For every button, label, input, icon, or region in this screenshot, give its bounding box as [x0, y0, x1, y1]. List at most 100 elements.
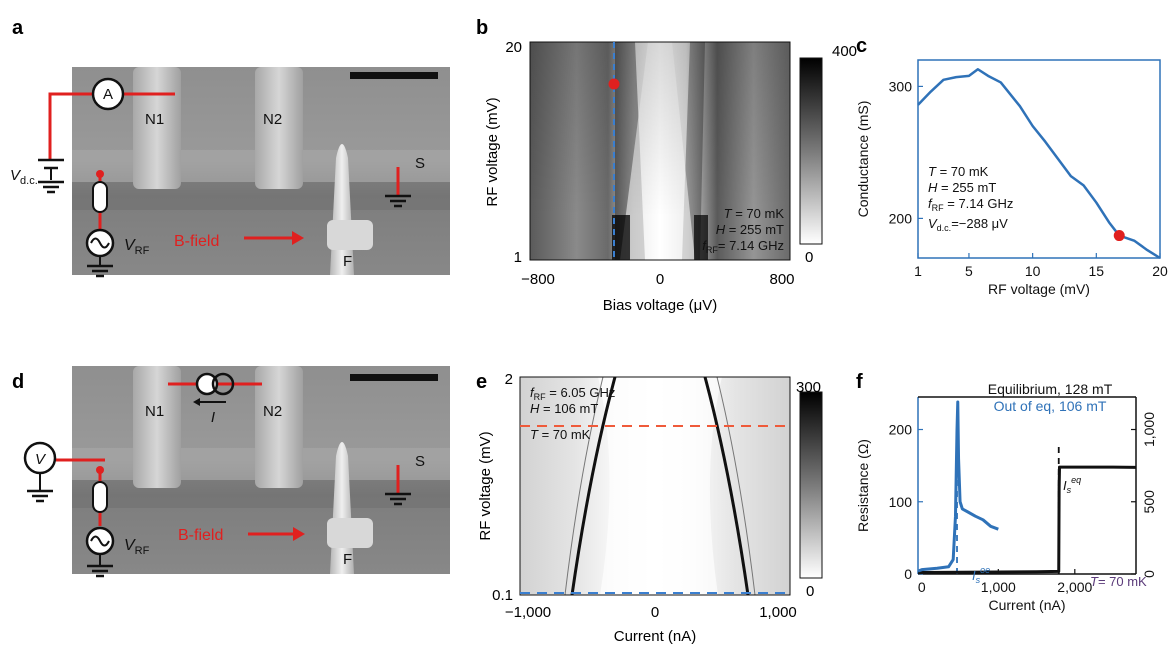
ylabel-c: Conductance (mS) [855, 101, 871, 218]
ytick-e: 2 [505, 371, 513, 388]
arrow-icon [292, 231, 304, 245]
electrode-n2 [255, 366, 303, 488]
panel-letter-a: a [12, 17, 24, 39]
ytick-c: 200 [889, 210, 913, 226]
xtick-c: 10 [1025, 263, 1041, 279]
label-bfield: B-field [178, 527, 223, 544]
xlabel-f: Current (nA) [988, 597, 1065, 613]
ytick-f: 200 [889, 422, 913, 438]
arrow-icon [293, 527, 305, 541]
label-n1: N1 [145, 111, 164, 128]
label-f: F [343, 253, 352, 270]
label-temperature-f: T= 70 mK [1090, 574, 1147, 589]
svg-text:T = 70 mK: T = 70 mK [928, 164, 989, 179]
annotation-e: fRF = 6.05 GHz H = 106 mT T = 70 mK [530, 385, 615, 442]
arrow-icon [193, 398, 200, 406]
ytick-right-f: 500 [1141, 490, 1157, 514]
label-vdc: Vd.c. [10, 167, 38, 187]
panel-e: e 2 0.1 −1,000 0 1,000 Current (nA) RF v… [476, 371, 823, 645]
svg-text:fRF= 7.14 GHz: fRF= 7.14 GHz [702, 238, 784, 255]
svg-text:A: A [103, 86, 113, 103]
label-vrf: VRF [124, 237, 150, 257]
xtick-f: 0 [918, 579, 926, 595]
svg-text:Vd.c.=−288 μV: Vd.c.=−288 μV [928, 216, 1008, 233]
ylabel-f: Resistance (Ω) [855, 439, 871, 532]
label-f: F [343, 551, 352, 568]
colorbar-label-b: 400 [832, 43, 857, 60]
panel-letter-b: b [476, 17, 488, 39]
capacitor-icon [92, 181, 108, 213]
data-point-marker-c [1113, 230, 1125, 242]
panel-letter-e: e [476, 371, 487, 393]
svg-text:fRF = 6.05 GHz: fRF = 6.05 GHz [530, 385, 615, 402]
critical-current-curve [703, 376, 750, 596]
xlabel-b: Bias voltage (μV) [603, 297, 718, 314]
svg-text:H = 255 mT: H = 255 mT [928, 180, 996, 195]
legend-entry-f: Equilibrium, 128 mT [988, 381, 1113, 397]
ytick-e: 0.1 [492, 587, 513, 604]
colorbar-b [799, 57, 823, 245]
ytick-b: 20 [505, 39, 522, 56]
panel-letter-d: d [12, 371, 24, 393]
xlabel-e: Current (nA) [614, 628, 697, 645]
xtick-c: 20 [1152, 263, 1168, 279]
label-iseq: Iseq [1063, 475, 1081, 495]
ground-icon [25, 489, 55, 503]
xtick-c: 1 [914, 263, 922, 279]
series-line-f [917, 400, 999, 573]
critical-current-curve [570, 376, 617, 596]
xtick-e: 0 [651, 604, 659, 621]
ytick-b: 1 [514, 249, 522, 266]
electrode-n1 [133, 67, 181, 189]
svg-text:H = 106 mT: H = 106 mT [530, 401, 598, 416]
svg-text:T = 70 mK: T = 70 mK [530, 427, 591, 442]
panel-b: b 20 1 −800 0 800 Bias voltage (μV) RF v… [476, 17, 857, 314]
electrode-n1 [133, 366, 181, 488]
xtick-f: 1,000 [981, 579, 1016, 595]
scale-bar-d [350, 374, 438, 381]
colorbar-label-e: 0 [806, 583, 814, 600]
annotation-f: Isoe Iseq T= 70 mK [972, 475, 1147, 589]
label-n1: N1 [145, 403, 164, 420]
label-s: S [415, 453, 425, 470]
xtick-e: −1,000 [505, 604, 551, 621]
colorbar-label-b: 0 [805, 249, 813, 266]
label-bfield: B-field [174, 233, 219, 250]
svg-text:fRF = 7.14 GHz: fRF = 7.14 GHz [928, 196, 1013, 213]
ylabel-e: RF voltage (mV) [477, 431, 494, 540]
xtick-b: 800 [769, 271, 794, 288]
colorbar-e [799, 391, 823, 579]
ground-icon [36, 180, 66, 194]
current-source-icon [195, 372, 219, 396]
label-n2: N2 [263, 111, 282, 128]
ytick-f: 0 [904, 566, 912, 582]
panel-letter-f: f [856, 371, 863, 393]
label-current: I [211, 409, 215, 426]
plot-frame-c [917, 59, 1161, 259]
ytick-c: 300 [889, 78, 913, 94]
panel-f: f 0 1,000 2,000 0 100 200 0 500 1,000 Current (nA… [855, 371, 1157, 613]
ytick-right-f: 1,000 [1141, 412, 1157, 447]
ytick-f: 100 [889, 494, 913, 510]
xtick-b: 0 [656, 271, 664, 288]
xtick-c: 5 [965, 263, 973, 279]
data-point-marker-b [608, 78, 620, 90]
svg-text:T = 70 mK: T = 70 mK [724, 206, 785, 221]
ytick-right-f: 0 [1141, 570, 1157, 578]
label-isoe: Isoe [972, 565, 990, 585]
panel-a: a N1 N2 S F A Vd.c. VRF B-field [10, 17, 450, 278]
label-n2: N2 [263, 403, 282, 420]
xtick-c: 15 [1089, 263, 1105, 279]
capacitor-icon [92, 481, 108, 513]
colorbar-label-e: 300 [796, 379, 821, 396]
chart-f: 0 1,000 2,000 0 100 200 0 500 1,000 Current (nA) R… [855, 381, 1157, 613]
series-line-f [917, 465, 1137, 575]
legend-entry-f: Out of eq, 106 mT [994, 398, 1107, 414]
xlabel-c: RF voltage (mV) [988, 281, 1090, 297]
xtick-f: 2,000 [1057, 579, 1092, 595]
ylabel-b: RF voltage (mV) [484, 97, 501, 206]
xtick-e: 1,000 [759, 604, 797, 621]
xtick-b: −800 [521, 271, 555, 288]
